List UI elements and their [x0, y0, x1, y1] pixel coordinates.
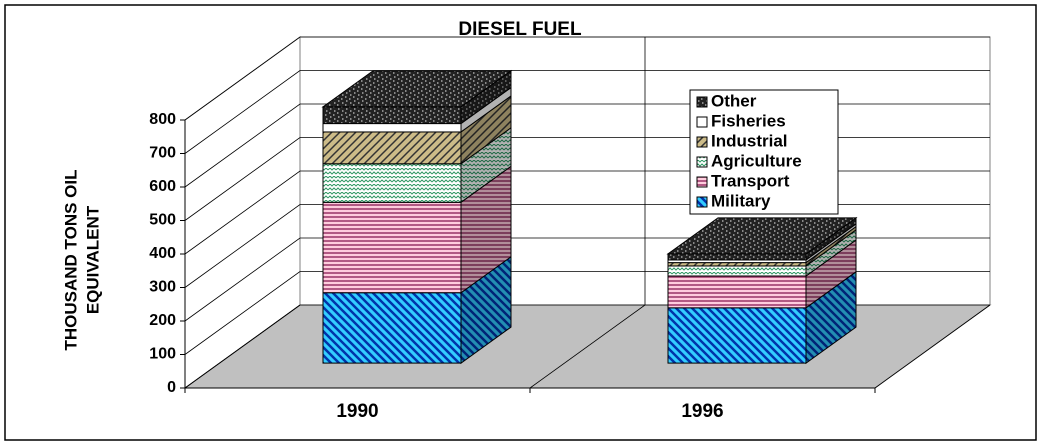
bar-front [322, 123, 462, 133]
bar-front [322, 106, 462, 125]
side-shade [806, 223, 856, 263]
bar-front [322, 131, 462, 165]
legend-swatch [696, 196, 708, 208]
y-tick-label: 0 [167, 379, 176, 396]
bar-front [322, 292, 462, 364]
legend-box [689, 89, 839, 215]
side-shade [806, 229, 856, 276]
side-shade [806, 226, 856, 266]
legend-swatch [696, 156, 708, 168]
legend-swatch [696, 96, 708, 108]
side-shade [806, 217, 856, 260]
y-axis-label: EQUIVALENT [83, 205, 102, 314]
y-tick-label: 100 [149, 346, 176, 363]
y-axis-label: THOUSAND TONS OIL [61, 169, 80, 350]
legend-label: Industrial [711, 131, 788, 150]
bar-front [322, 163, 462, 203]
x-tick-label: 1990 [336, 401, 378, 422]
chart-title: DIESEL FUEL [458, 19, 582, 40]
x-tick-label: 1996 [681, 401, 723, 422]
grid-line [184, 70, 990, 154]
bar-top [321, 70, 513, 108]
legend-label: Military [711, 191, 771, 210]
legend-swatch [696, 176, 708, 188]
legend-label: Other [711, 91, 757, 110]
bar-front [667, 253, 807, 261]
legend-swatch [696, 136, 708, 148]
y-tick-label: 600 [149, 178, 176, 195]
side-shade [461, 95, 511, 164]
bar-front [667, 262, 807, 267]
y-tick-label: 300 [149, 279, 176, 296]
legend-swatch [696, 116, 708, 128]
floor-divider [529, 304, 646, 389]
side-shade [461, 127, 511, 203]
y-tick-label: 800 [149, 111, 176, 128]
y-tick-label: 400 [149, 245, 176, 262]
y-tick-label: 500 [149, 212, 176, 229]
legend-label: Transport [711, 171, 790, 190]
floor-divider [184, 304, 301, 389]
side-shade [461, 70, 511, 124]
y-tick-label: 200 [149, 312, 176, 329]
side-shade [461, 87, 511, 132]
side-shade [806, 240, 856, 308]
floor-divider [874, 304, 991, 389]
side-shade [806, 271, 856, 364]
bar-front [667, 275, 807, 309]
side-shade [461, 166, 511, 293]
y-tick-label: 700 [149, 145, 176, 162]
bar-top [666, 217, 858, 255]
bar-front [667, 307, 807, 364]
legend-label: Agriculture [711, 151, 802, 170]
side-shade [461, 256, 511, 364]
bar-front [322, 201, 462, 294]
grid-line [184, 36, 990, 121]
legend-label: Fisheries [711, 111, 786, 130]
bar-front [667, 265, 807, 277]
